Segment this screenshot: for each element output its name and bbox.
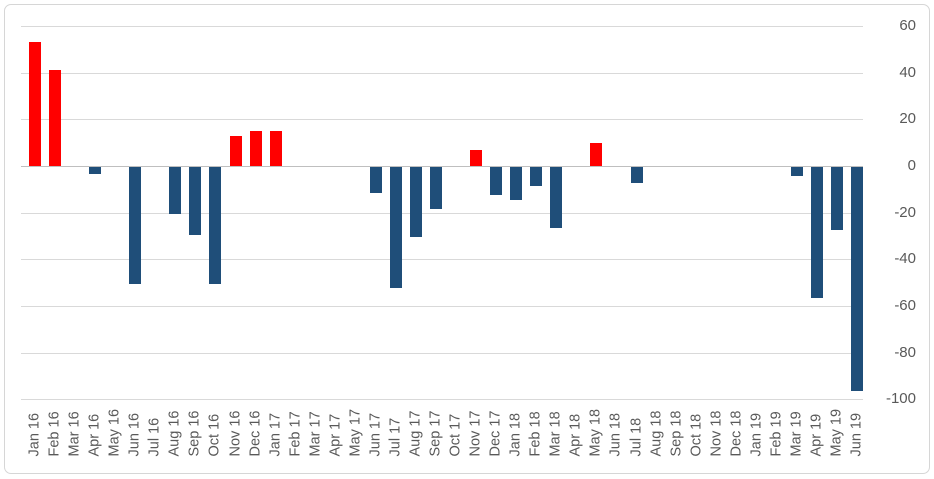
bar-feb-16 (49, 70, 61, 166)
x-axis-category-label: Feb 19 (768, 411, 785, 457)
gridline (21, 259, 863, 260)
y-axis-tick-label: -80 (894, 344, 916, 361)
x-axis-category-label: Apr 19 (808, 413, 825, 457)
x-axis-category-label: Nov 17 (467, 410, 484, 457)
bar-mar-18 (550, 167, 562, 228)
y-axis-tick-label: 0 (907, 157, 916, 174)
x-axis-category-label: Sep 18 (668, 410, 685, 457)
bar-apr-16 (89, 167, 101, 174)
x-axis-category-label: Oct 18 (688, 413, 705, 457)
x-axis-category-label: May 17 (347, 408, 364, 457)
x-axis-category-label: Feb 17 (287, 411, 304, 457)
bar-may-19 (831, 167, 843, 230)
x-axis-category-label: Mar 17 (307, 411, 324, 457)
bar-apr-19 (811, 167, 823, 298)
bar-jul-18 (631, 167, 643, 183)
bar-dec-16 (250, 131, 262, 166)
y-axis-tick-label: -40 (894, 250, 916, 267)
x-axis-category-label: Sep 17 (427, 410, 444, 457)
x-axis-category-label: Dec 16 (247, 410, 264, 457)
bar-nov-16 (230, 136, 242, 166)
x-axis-category-label: Jan 17 (267, 412, 284, 457)
bar-sep-17 (430, 167, 442, 209)
bar-aug-16 (169, 167, 181, 214)
x-axis-category-label: Dec 18 (728, 410, 745, 457)
x-axis-category-label: Apr 17 (327, 413, 344, 457)
gridline (21, 213, 863, 214)
bar-sep-16 (189, 167, 201, 235)
y-axis-tick-label: -60 (894, 297, 916, 314)
bar-jul-17 (390, 167, 402, 288)
x-axis-category-label: Mar 19 (788, 411, 805, 457)
x-axis-category-label: May 18 (587, 408, 604, 457)
gridline (21, 119, 863, 120)
x-axis-category-label: Jun 19 (848, 412, 865, 457)
x-axis-category-label: Jul 18 (628, 417, 645, 457)
x-axis-category-label: Jul 17 (387, 417, 404, 457)
x-axis-category-label: Jan 19 (748, 412, 765, 457)
bar-may-18 (590, 143, 602, 166)
bar-jun-19 (851, 167, 863, 391)
x-axis-category-label: Oct 16 (206, 413, 223, 457)
gridline (21, 73, 863, 74)
x-axis-category-label: Aug 17 (407, 410, 424, 457)
chart-frame: 60 40 20 0 -20 -40 -60 -80 -100 Jan 16 Feb 16 Mar 1… (4, 4, 930, 474)
x-axis-category-label: May 19 (828, 408, 845, 457)
gridline (21, 353, 863, 354)
bar-oct-16 (209, 167, 221, 284)
x-axis-category-label: Mar 18 (547, 411, 564, 457)
bar-jun-16 (129, 167, 141, 284)
x-axis-category-label: Aug 16 (166, 410, 183, 457)
x-axis-category-label: Apr 18 (567, 413, 584, 457)
bar-nov-17 (470, 150, 482, 166)
x-axis-category-label: Aug 18 (648, 410, 665, 457)
y-axis-tick-label: -20 (894, 204, 916, 221)
x-axis-category-label: Jun 18 (607, 412, 624, 457)
x-axis-category-label: Apr 16 (86, 413, 103, 457)
bar-mar-19 (791, 167, 803, 176)
x-axis-category-label: Jun 17 (367, 412, 384, 457)
x-axis-category-label: Oct 17 (447, 413, 464, 457)
x-axis-category-label: Mar 16 (66, 411, 83, 457)
bar-feb-18 (530, 167, 542, 186)
y-axis-tick-label: 60 (899, 17, 916, 34)
x-axis-category-label: May 16 (106, 408, 123, 457)
bar-jan-17 (270, 131, 282, 166)
zero-axis-line (21, 166, 863, 167)
gridline (21, 26, 863, 27)
x-axis-category-label: Feb 18 (527, 411, 544, 457)
bar-aug-17 (410, 167, 422, 237)
gridline (21, 306, 863, 307)
bar-jan-18 (510, 167, 522, 200)
x-axis-category-label: Nov 16 (227, 410, 244, 457)
x-axis-category-label: Feb 16 (46, 411, 63, 457)
bar-dec-17 (490, 167, 502, 195)
y-axis-tick-label: -100 (885, 390, 916, 407)
y-axis-tick-label: 40 (899, 64, 916, 81)
y-axis-tick-label: 20 (899, 110, 916, 127)
bar-jun-17 (370, 167, 382, 193)
x-axis-category-label: Jan 16 (26, 412, 43, 457)
x-axis-category-label: Jun 16 (126, 412, 143, 457)
bar-jan-16 (29, 42, 41, 166)
x-axis-category-label: Sep 16 (186, 410, 203, 457)
plot-area: 60 40 20 0 -20 -40 -60 -80 -100 Jan 16 Feb 16 Mar 1… (5, 5, 929, 473)
x-axis-category-label: Jan 18 (507, 412, 524, 457)
gridline (21, 399, 863, 400)
x-axis-category-label: Jul 16 (146, 417, 163, 457)
x-axis-category-label: Nov 18 (708, 410, 725, 457)
x-axis-category-label: Dec 17 (487, 410, 504, 457)
